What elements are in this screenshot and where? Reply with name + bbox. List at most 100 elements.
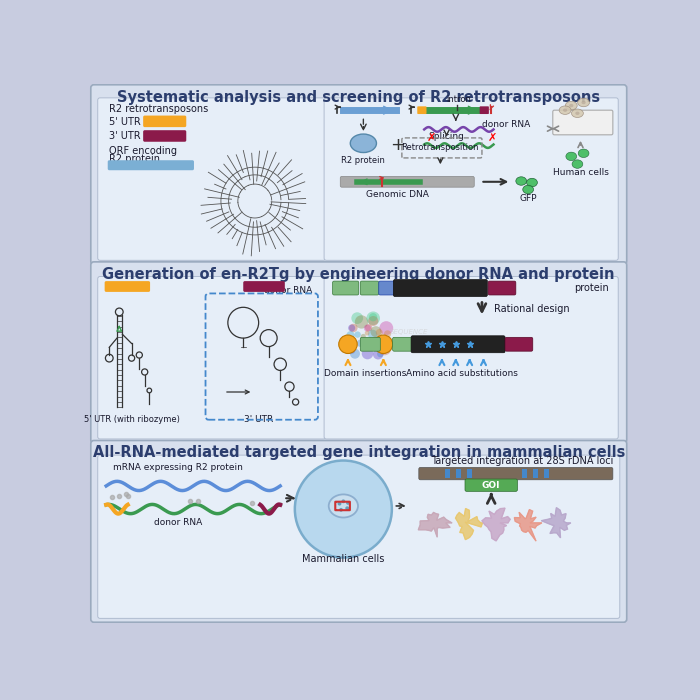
Circle shape: [384, 330, 391, 337]
FancyBboxPatch shape: [522, 469, 527, 478]
Circle shape: [378, 339, 391, 351]
Circle shape: [379, 321, 393, 335]
FancyBboxPatch shape: [324, 98, 618, 260]
FancyBboxPatch shape: [105, 281, 150, 292]
FancyBboxPatch shape: [543, 469, 549, 478]
Circle shape: [364, 325, 371, 332]
Circle shape: [374, 335, 393, 354]
Circle shape: [350, 349, 360, 358]
Text: Splicing: Splicing: [428, 132, 464, 141]
FancyBboxPatch shape: [91, 440, 626, 622]
Ellipse shape: [569, 104, 573, 107]
Ellipse shape: [516, 177, 526, 186]
Circle shape: [342, 499, 345, 503]
FancyBboxPatch shape: [393, 337, 413, 351]
Circle shape: [373, 337, 382, 345]
Polygon shape: [482, 508, 510, 541]
Text: donor RNA: donor RNA: [154, 519, 202, 527]
FancyBboxPatch shape: [98, 276, 326, 439]
Text: Retrotransposition: Retrotransposition: [402, 143, 479, 152]
Text: intron: intron: [447, 95, 471, 104]
Circle shape: [295, 461, 392, 557]
Circle shape: [349, 324, 358, 332]
Ellipse shape: [526, 178, 538, 187]
Circle shape: [369, 313, 377, 321]
Circle shape: [354, 331, 360, 338]
Ellipse shape: [523, 186, 533, 194]
Text: donor RNA: donor RNA: [265, 286, 312, 295]
FancyBboxPatch shape: [445, 469, 450, 478]
FancyBboxPatch shape: [98, 455, 620, 618]
Text: GFP: GFP: [519, 194, 537, 203]
Ellipse shape: [572, 160, 583, 168]
Circle shape: [362, 348, 373, 359]
Text: Human cells: Human cells: [552, 168, 608, 177]
FancyBboxPatch shape: [332, 281, 358, 295]
Circle shape: [368, 316, 378, 326]
FancyBboxPatch shape: [360, 281, 379, 295]
Ellipse shape: [350, 134, 377, 153]
Text: SEQUENCE: SEQUENCE: [390, 329, 428, 335]
Circle shape: [372, 337, 382, 346]
Text: mRNA expressing R2 protein: mRNA expressing R2 protein: [113, 463, 243, 472]
Text: GFP-intron: GFP-intron: [563, 116, 603, 125]
Text: 5' UTR: 5' UTR: [109, 117, 141, 127]
FancyBboxPatch shape: [144, 116, 186, 127]
Circle shape: [360, 334, 366, 339]
Circle shape: [366, 312, 380, 325]
Circle shape: [370, 326, 382, 337]
FancyBboxPatch shape: [533, 469, 538, 478]
Text: Rational design: Rational design: [494, 304, 569, 314]
Circle shape: [379, 342, 391, 356]
FancyBboxPatch shape: [456, 469, 461, 478]
Text: ORF encoding: ORF encoding: [109, 146, 177, 156]
Text: 5' UTR (with ribozyme): 5' UTR (with ribozyme): [84, 415, 179, 424]
Polygon shape: [541, 508, 570, 538]
FancyBboxPatch shape: [91, 85, 626, 264]
Ellipse shape: [582, 101, 586, 104]
Circle shape: [337, 502, 342, 505]
Text: ✗: ✗: [426, 133, 436, 143]
Text: Genomic DNA: Genomic DNA: [366, 190, 428, 199]
Text: +: +: [390, 136, 405, 154]
Circle shape: [346, 331, 355, 340]
Circle shape: [348, 325, 355, 332]
Ellipse shape: [329, 494, 358, 517]
FancyBboxPatch shape: [553, 110, 613, 135]
Ellipse shape: [578, 98, 589, 106]
FancyBboxPatch shape: [393, 279, 487, 297]
Polygon shape: [456, 508, 482, 540]
Text: 3' UTR: 3' UTR: [244, 415, 273, 424]
Circle shape: [365, 324, 372, 331]
Text: ✗: ✗: [488, 133, 498, 143]
Text: Generation of en-R2Tg by engineering donor RNA and protein: Generation of en-R2Tg by engineering don…: [102, 267, 615, 281]
Text: Amino acid substitutions: Amino acid substitutions: [406, 369, 518, 378]
Ellipse shape: [578, 149, 589, 158]
Text: donor RNA: donor RNA: [482, 120, 530, 129]
FancyBboxPatch shape: [480, 106, 489, 114]
Text: protein: protein: [574, 283, 609, 293]
FancyBboxPatch shape: [91, 262, 626, 443]
FancyBboxPatch shape: [466, 469, 472, 478]
FancyBboxPatch shape: [488, 281, 516, 295]
Circle shape: [346, 501, 350, 505]
Circle shape: [351, 312, 363, 324]
Text: GOI: GOI: [482, 481, 500, 490]
FancyBboxPatch shape: [360, 337, 380, 351]
Text: All-RNA-mediated targeted gene integration in mammalian cells: All-RNA-mediated targeted gene integrati…: [92, 445, 625, 461]
Circle shape: [373, 349, 384, 360]
Ellipse shape: [571, 109, 583, 118]
Circle shape: [365, 330, 370, 335]
Polygon shape: [514, 510, 542, 541]
FancyBboxPatch shape: [144, 130, 186, 141]
Polygon shape: [419, 512, 452, 537]
FancyBboxPatch shape: [108, 160, 194, 170]
FancyBboxPatch shape: [419, 468, 613, 480]
Text: Domain insertions: Domain insertions: [323, 369, 406, 378]
FancyBboxPatch shape: [324, 276, 618, 439]
Ellipse shape: [566, 152, 577, 160]
Text: Systematic analysis and screening of R2 retrotransposons: Systematic analysis and screening of R2 …: [117, 90, 601, 104]
Text: reporter: reporter: [567, 123, 598, 132]
FancyBboxPatch shape: [465, 479, 517, 491]
FancyBboxPatch shape: [98, 98, 326, 260]
